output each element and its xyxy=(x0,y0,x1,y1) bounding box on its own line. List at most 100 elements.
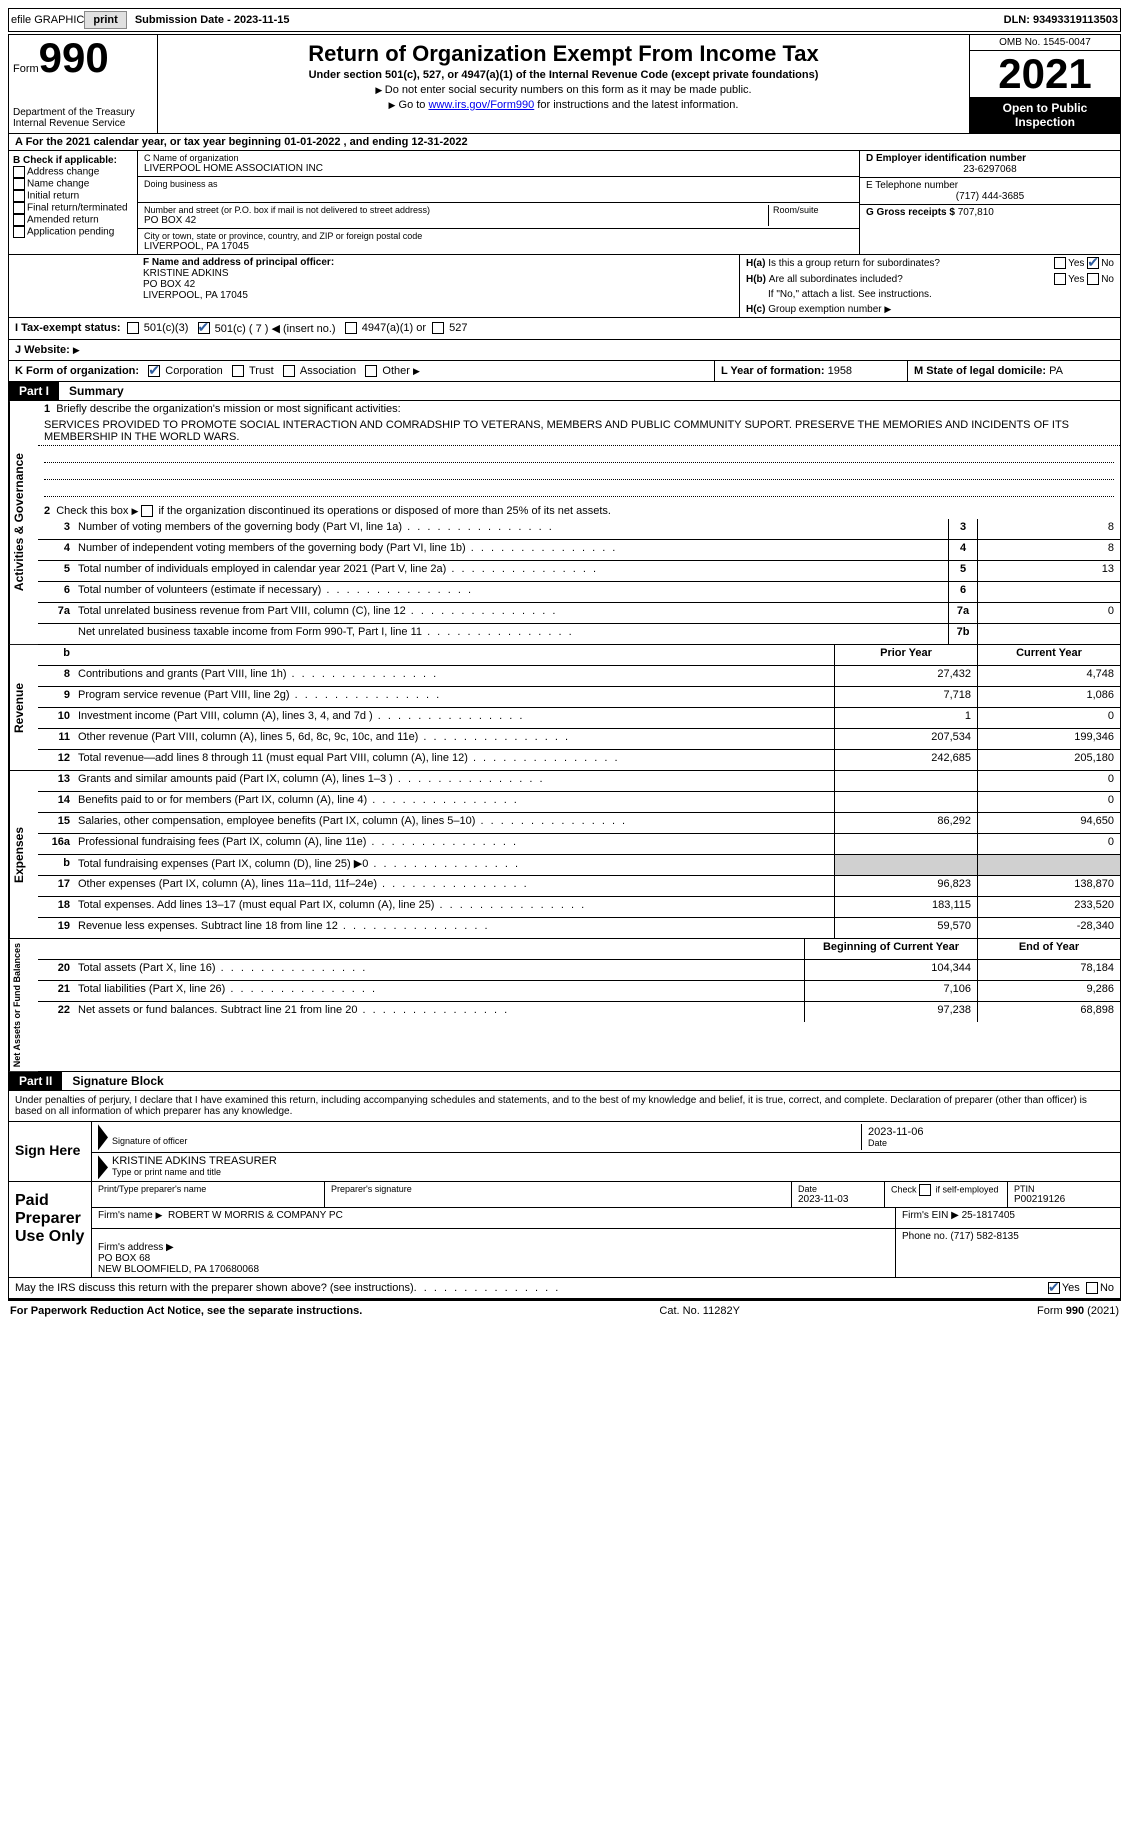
trust-checkbox[interactable] xyxy=(232,365,244,377)
initial-checkbox[interactable] xyxy=(13,190,25,202)
phone: (717) 444-3685 xyxy=(866,191,1114,202)
ein: 23-6297068 xyxy=(866,164,1114,175)
q2-checkbox[interactable] xyxy=(141,505,153,517)
part2-header: Part II Signature Block xyxy=(8,1072,1121,1091)
sig-arrow-icon xyxy=(98,1155,108,1179)
i-label: I Tax-exempt status: xyxy=(15,322,121,335)
4947-checkbox[interactable] xyxy=(345,322,357,334)
officer-addr1: PO BOX 42 xyxy=(143,279,733,290)
ptin-lbl: PTIN xyxy=(1014,1184,1114,1194)
net-hdr-row: Beginning of Current Year End of Year xyxy=(38,939,1120,960)
note-ssn: Do not enter social security numbers on … xyxy=(166,84,961,96)
ha-no[interactable] xyxy=(1087,257,1099,269)
top-bar: efile GRAPHIC print Submission Date - 20… xyxy=(8,8,1121,32)
final-checkbox[interactable] xyxy=(13,202,25,214)
hb-yes[interactable] xyxy=(1054,273,1066,285)
rev-sidebar: Revenue xyxy=(9,645,38,770)
j-row: J Website: xyxy=(8,340,1121,361)
arrow-icon xyxy=(73,344,80,356)
app-pending-checkbox[interactable] xyxy=(13,226,25,238)
arrow-icon xyxy=(884,304,891,315)
q1: Briefly describe the organization's miss… xyxy=(56,403,400,415)
phone-label: E Telephone number xyxy=(866,180,1114,191)
discuss-yes[interactable] xyxy=(1048,1282,1060,1294)
summary-line: 5Total number of individuals employed in… xyxy=(38,561,1120,582)
discuss-text: May the IRS discuss this return with the… xyxy=(15,1282,414,1294)
beg-hdr: Beginning of Current Year xyxy=(804,939,977,959)
sig-date-lbl: Date xyxy=(868,1138,1108,1148)
f-label: F Name and address of principal officer: xyxy=(143,257,733,268)
type-name-lbl: Type or print name and title xyxy=(112,1167,1114,1177)
penalties-text: Under penalties of perjury, I declare th… xyxy=(8,1091,1121,1122)
firm-phone: (717) 582-8135 xyxy=(950,1231,1018,1242)
irs-link[interactable]: www.irs.gov/Form990 xyxy=(428,99,534,111)
name-change-checkbox[interactable] xyxy=(13,178,25,190)
b-lead: B Check if applicable: xyxy=(13,155,133,166)
part1-title: Summary xyxy=(59,382,134,400)
assoc-checkbox[interactable] xyxy=(283,365,295,377)
i-row: I Tax-exempt status: 501(c)(3) 501(c) ( … xyxy=(8,318,1121,340)
print-button[interactable]: print xyxy=(84,11,126,29)
footer: For Paperwork Reduction Act Notice, see … xyxy=(8,1299,1121,1321)
dept-label: Department of the Treasury Internal Reve… xyxy=(13,107,153,129)
summary-line: 21Total liabilities (Part X, line 26)7,1… xyxy=(38,981,1120,1002)
summary-line: 9Program service revenue (Part VIII, lin… xyxy=(38,687,1120,708)
arrow-icon xyxy=(413,365,420,377)
527-checkbox[interactable] xyxy=(432,322,444,334)
form-word: Form xyxy=(13,63,39,75)
501c-checkbox[interactable] xyxy=(198,322,210,334)
ag-sidebar: Activities & Governance xyxy=(9,401,38,644)
summary-line: 10Investment income (Part VIII, column (… xyxy=(38,708,1120,729)
amended-checkbox[interactable] xyxy=(13,214,25,226)
officer-name-title: KRISTINE ADKINS TREASURER xyxy=(112,1155,1114,1167)
form-title: Return of Organization Exempt From Incom… xyxy=(166,41,961,67)
header-center: Return of Organization Exempt From Incom… xyxy=(158,35,970,133)
summary-line: 22Net assets or fund balances. Subtract … xyxy=(38,1002,1120,1022)
c-label: C Name of organization xyxy=(144,153,853,163)
j-label: J Website: xyxy=(15,344,70,356)
summary-line: Net unrelated business taxable income fr… xyxy=(38,624,1120,644)
omb-number: OMB No. 1545-0047 xyxy=(970,35,1120,51)
corp-checkbox[interactable] xyxy=(148,365,160,377)
footer-right: Form 990 (2021) xyxy=(1037,1305,1119,1317)
officer-addr2: LIVERPOOL, PA 17045 xyxy=(143,290,733,301)
501c3-checkbox[interactable] xyxy=(127,322,139,334)
prep-name-lbl: Print/Type preparer's name xyxy=(98,1184,318,1194)
summary-line: 8Contributions and grants (Part VIII, li… xyxy=(38,666,1120,687)
net-block: Net Assets or Fund Balances Beginning of… xyxy=(8,939,1121,1072)
summary-line: 13Grants and similar amounts paid (Part … xyxy=(38,771,1120,792)
k-cell: K Form of organization: Corporation Trus… xyxy=(9,361,715,381)
sig-officer-lbl: Signature of officer xyxy=(112,1136,861,1146)
header-left: Form 990 Department of the Treasury Inte… xyxy=(9,35,158,133)
sign-here-label: Sign Here xyxy=(9,1122,92,1181)
firm-addr: PO BOX 68 NEW BLOOMFIELD, PA 170680068 xyxy=(98,1253,259,1275)
addr-change-checkbox[interactable] xyxy=(13,166,25,178)
hb-note: If "No," attach a list. See instructions… xyxy=(740,287,1120,302)
summary-line: 14Benefits paid to or for members (Part … xyxy=(38,792,1120,813)
city: LIVERPOOL, PA 17045 xyxy=(144,241,853,252)
tax-year: 2021 xyxy=(970,51,1120,97)
form-number: 990 xyxy=(39,39,109,77)
open-inspection: Open to Public Inspection xyxy=(970,97,1120,133)
col-d: D Employer identification number 23-6297… xyxy=(860,151,1120,254)
discuss-no[interactable] xyxy=(1086,1282,1098,1294)
form-subtitle: Under section 501(c), 527, or 4947(a)(1)… xyxy=(166,69,961,81)
prep-date: 2023-11-03 xyxy=(798,1194,878,1205)
net-sidebar: Net Assets or Fund Balances xyxy=(9,939,38,1071)
summary-line: 20Total assets (Part X, line 16)104,3447… xyxy=(38,960,1120,981)
summary-line: bTotal fundraising expenses (Part IX, co… xyxy=(38,855,1120,876)
ha-yes[interactable] xyxy=(1054,257,1066,269)
bcd-block: B Check if applicable: Address change Na… xyxy=(8,151,1121,255)
self-emp-checkbox[interactable] xyxy=(919,1184,931,1196)
rev-block: Revenue b Prior Year Current Year 8Contr… xyxy=(8,645,1121,771)
ag-block: Activities & Governance 1 Briefly descri… xyxy=(8,401,1121,645)
col-c: C Name of organization LIVERPOOL HOME AS… xyxy=(138,151,860,254)
summary-line: 7aTotal unrelated business revenue from … xyxy=(38,603,1120,624)
summary-line: 16aProfessional fundraising fees (Part I… xyxy=(38,834,1120,855)
dba-label: Doing business as xyxy=(144,179,853,189)
summary-line: 17Other expenses (Part IX, column (A), l… xyxy=(38,876,1120,897)
hb-no[interactable] xyxy=(1087,273,1099,285)
footer-mid: Cat. No. 11282Y xyxy=(659,1305,740,1317)
other-checkbox[interactable] xyxy=(365,365,377,377)
paid-preparer-block: Paid Preparer Use Only Print/Type prepar… xyxy=(8,1182,1121,1278)
